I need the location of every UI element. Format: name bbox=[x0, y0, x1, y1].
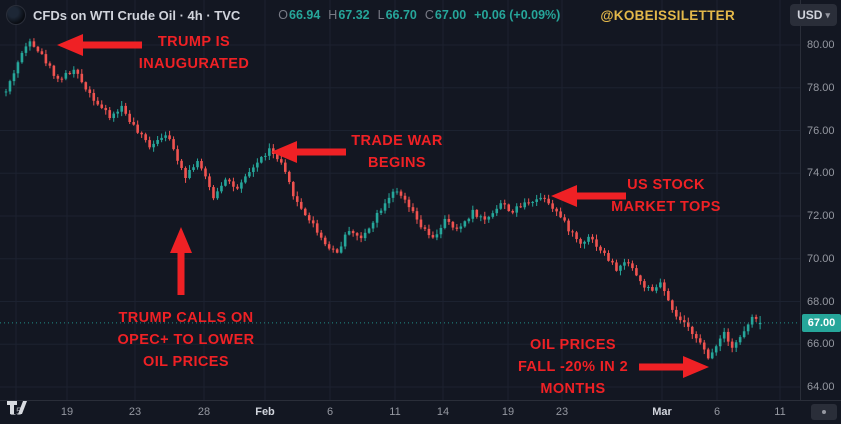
currency-selector-button[interactable]: USD ▾ bbox=[790, 4, 837, 26]
grid-lines bbox=[0, 0, 800, 400]
time-axis[interactable]: 15 19 23 28 Feb 6 11 14 19 23 Mar 6 11 bbox=[0, 400, 841, 424]
price-axis[interactable]: 80.00 78.00 76.00 74.00 72.00 70.00 68.00 66.00… bbox=[800, 0, 841, 400]
price-tick-label: 72.00 bbox=[807, 210, 835, 222]
tradingview-logo[interactable] bbox=[6, 397, 30, 422]
instrument-logo-icon bbox=[6, 5, 26, 25]
chart-header: CFDs on WTI Crude Oil · 4h · TVC O 66.94 … bbox=[0, 0, 841, 30]
dot-icon bbox=[822, 410, 826, 414]
time-tick-label: 23 bbox=[555, 406, 569, 418]
time-tick-label: 6 bbox=[326, 406, 334, 418]
annotation-arrow bbox=[271, 141, 346, 163]
ohlc-readout: O 66.94 H 67.32 L 66.70 C 67.00 +0.06 (+0.09… bbox=[270, 8, 560, 22]
ohlc-close-value: 67.00 bbox=[434, 8, 467, 22]
price-tick-label: 66.00 bbox=[807, 338, 835, 351]
chevron-down-icon: ▾ bbox=[825, 9, 830, 20]
time-tick-label: 6 bbox=[713, 406, 721, 418]
price-tick-label: 64.00 bbox=[807, 381, 835, 393]
price-tick-label: 74.00 bbox=[807, 167, 835, 180]
instrument-title: CFDs on WTI Crude Oil · 4h · TVC bbox=[33, 7, 241, 23]
price-tick-label: 80.00 bbox=[807, 39, 835, 51]
price-tick-label: 76.00 bbox=[807, 124, 835, 137]
candlestick-series bbox=[4, 38, 762, 360]
time-tick-label: Mar bbox=[652, 406, 672, 418]
price-tick-label: 70.00 bbox=[807, 252, 835, 265]
annotation-arrow bbox=[639, 356, 709, 378]
ohlc-low-value: 66.70 bbox=[385, 8, 417, 22]
time-tick-label: 23 bbox=[128, 406, 142, 418]
account-handle: @KOBEISSILETTER bbox=[600, 7, 735, 23]
ohlc-high-label: H bbox=[328, 8, 338, 22]
ohlc-low-label: L bbox=[377, 8, 385, 22]
time-tick-label: 11 bbox=[389, 406, 401, 418]
ohlc-open-value: 66.94 bbox=[289, 8, 321, 22]
current-price-badge: 67.00 bbox=[802, 313, 841, 332]
currency-label: USD bbox=[797, 8, 823, 22]
candlestick-chart-plot[interactable] bbox=[0, 0, 800, 400]
time-tick-label: 19 bbox=[501, 406, 515, 418]
ohlc-open-label: O bbox=[278, 8, 289, 22]
time-tick-label: Feb bbox=[255, 406, 275, 418]
ohlc-close-label: C bbox=[424, 8, 434, 22]
price-tick-label: 68.00 bbox=[807, 295, 835, 308]
annotation-arrow bbox=[57, 34, 142, 56]
annotation-arrow bbox=[170, 227, 192, 295]
price-tick-label: 78.00 bbox=[807, 81, 835, 94]
time-tick-label: 28 bbox=[197, 406, 211, 418]
ohlc-high-value: 67.32 bbox=[338, 8, 370, 22]
time-tick-label: 11 bbox=[774, 406, 786, 418]
axis-corner-button[interactable] bbox=[811, 404, 837, 420]
time-tick-label: 19 bbox=[60, 406, 74, 418]
ohlc-change-value: +0.06 (+0.09%) bbox=[474, 8, 561, 22]
annotation-arrow bbox=[551, 185, 626, 207]
time-tick-label: 14 bbox=[436, 406, 450, 418]
